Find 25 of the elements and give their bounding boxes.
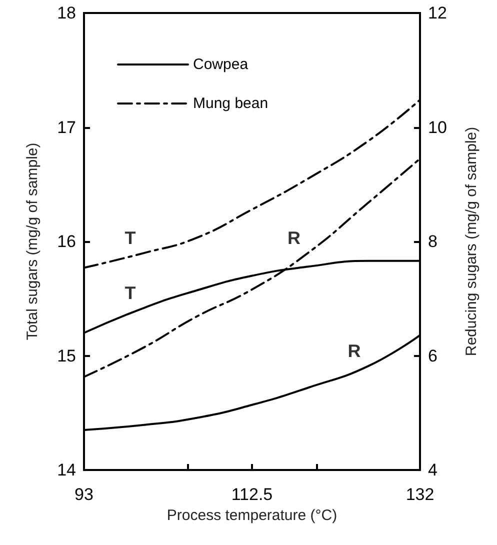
line-series (83, 334, 421, 432)
annotation: T (124, 282, 136, 303)
y-tick-label: 14 (57, 460, 76, 480)
annotation: R (288, 228, 300, 248)
y2-axis-title: Reducing sugars (mg/g of sample) (463, 126, 480, 356)
x-tick-label: 93 (74, 485, 94, 504)
y-tick-label: 18 (57, 4, 76, 22)
legend-label: Cowpea (193, 56, 249, 73)
line-series (83, 158, 421, 378)
y-tick-label: 16 (57, 232, 76, 251)
y-tick-label: 17 (57, 118, 76, 137)
y2-tick-label: 10 (428, 118, 447, 137)
y2-tick-label: 4 (428, 460, 438, 480)
legend-label: Mung bean (193, 95, 268, 112)
x-tick-label: 132 (406, 485, 434, 504)
x-axis-title: Process temperature (°C) (166, 507, 338, 524)
y-tick-label: 15 (57, 346, 76, 366)
annotation: R (348, 341, 361, 362)
y2-tick-label: 6 (428, 346, 438, 366)
x-tick-label: 112.5 (231, 485, 273, 504)
line-series (83, 98, 421, 269)
y2-tick-label: 8 (428, 232, 438, 251)
y-axis-title: Total sugars (mg/g of sample) (24, 142, 41, 340)
annotation: T (124, 228, 136, 248)
y2-tick-label: 12 (428, 4, 447, 22)
